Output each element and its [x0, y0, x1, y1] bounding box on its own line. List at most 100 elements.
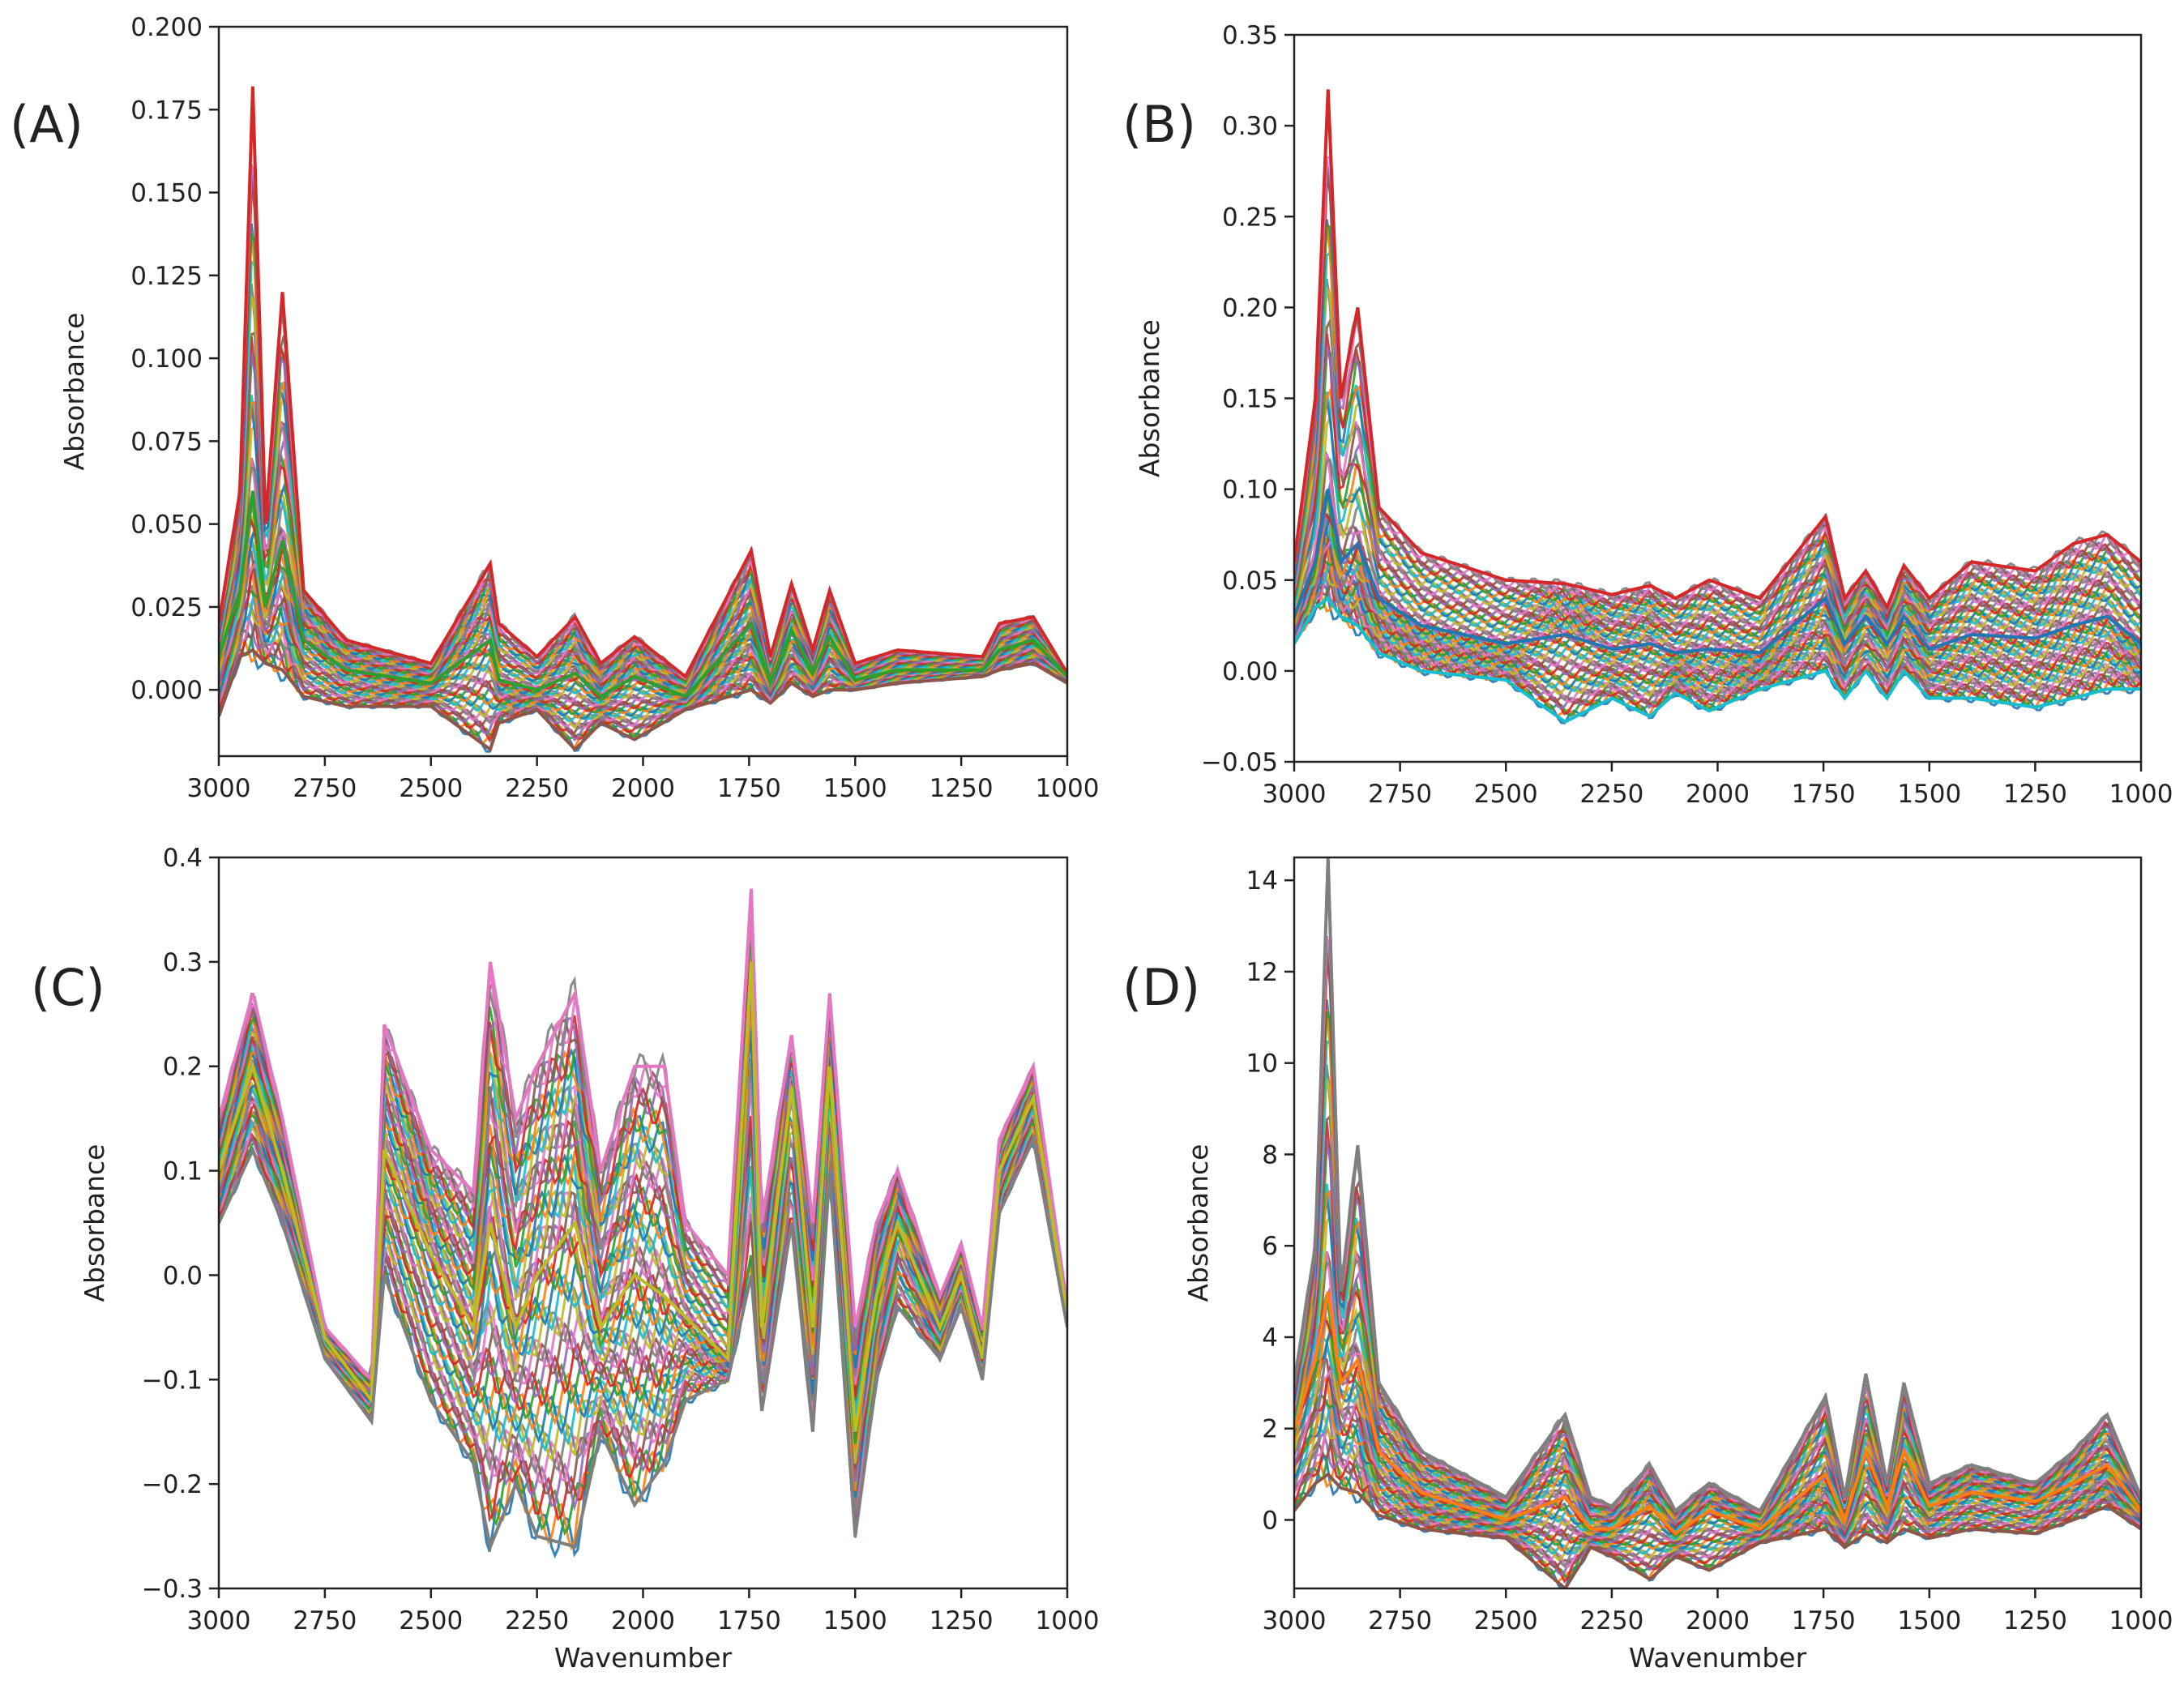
x-tick-label: 2000 — [1686, 780, 1750, 809]
spectrum-line — [1294, 391, 2141, 645]
x-tick-label: 1500 — [823, 774, 887, 803]
x-tick-label: 1500 — [1897, 780, 1961, 809]
panel-letter: (B) — [1122, 95, 1196, 154]
spectrum-line — [1294, 1426, 2141, 1584]
y-tick-label: 0.3 — [163, 948, 203, 977]
spectrum-line — [1294, 283, 2141, 626]
series-group — [219, 86, 1067, 753]
spectrum-line — [1294, 225, 2141, 618]
x-tick-label: 2000 — [1686, 1606, 1750, 1635]
spectrum-line — [1294, 113, 2141, 615]
spectrum-line — [1294, 887, 2141, 1513]
x-tick-label: 2750 — [293, 1606, 357, 1635]
x-tick-label: 1750 — [717, 1606, 781, 1635]
spectrum-line — [1294, 156, 2141, 613]
x-tick-label: 1000 — [2109, 780, 2173, 809]
x-tick-label: 3000 — [1263, 1606, 1327, 1635]
y-tick-label: 0.25 — [1222, 203, 1278, 232]
y-tick-label: 6 — [1262, 1232, 1278, 1261]
panel-letter: (A) — [10, 95, 83, 154]
x-tick-label: 2000 — [611, 1606, 675, 1635]
y-tick-label: 4 — [1262, 1323, 1278, 1353]
x-tick-label: 2750 — [1368, 780, 1432, 809]
y-tick-label: 0.2 — [163, 1053, 203, 1082]
chart-panel-3: 3000 2750 2500 2250 2000 1750 1500 1250 1000 0 2 4 6… — [1122, 856, 2173, 1674]
x-tick-label: 2500 — [399, 774, 463, 803]
y-tick-label: 0.200 — [130, 13, 203, 42]
series-line-mean — [1294, 1291, 2141, 1536]
y-tick-label: −0.05 — [1201, 748, 1278, 777]
x-tick-label: 2250 — [1579, 780, 1643, 809]
y-tick-label: 0.150 — [130, 179, 203, 208]
y-tick-label: −0.1 — [142, 1366, 203, 1395]
spectrum-line — [1294, 558, 2141, 685]
spectrum-line — [219, 1058, 1067, 1462]
x-tick-label: 1500 — [823, 1606, 887, 1635]
y-axis-label: Absorbance — [1134, 319, 1165, 477]
series-line-mean — [219, 961, 1067, 1433]
x-tick-label: 2500 — [399, 1606, 463, 1635]
y-tick-label: 0.050 — [130, 511, 203, 540]
y-axis-label: Absorbance — [1182, 1144, 1214, 1302]
y-tick-label: 0.4 — [163, 844, 203, 873]
spectrum-line — [1294, 181, 2141, 621]
y-tick-label: 0.175 — [130, 96, 203, 125]
y-tick-label: 0.1 — [163, 1157, 203, 1186]
x-tick-label: 2250 — [505, 1606, 569, 1635]
y-tick-label: 8 — [1262, 1140, 1278, 1169]
y-tick-label: 0.00 — [1222, 657, 1278, 686]
spectrum-line — [1294, 506, 2141, 673]
spectrum-line — [1294, 537, 2141, 690]
y-tick-label: 0.000 — [130, 676, 203, 705]
spectrum-line — [219, 999, 1067, 1449]
x-tick-label: 2250 — [505, 774, 569, 803]
spectrum-line — [1294, 1345, 2141, 1546]
series-group — [1294, 89, 2141, 725]
x-tick-label: 3000 — [187, 774, 251, 803]
y-tick-label: 0.15 — [1222, 385, 1278, 414]
series-line-max — [1294, 89, 2141, 611]
series-line-min — [219, 648, 1067, 753]
x-tick-label: 1750 — [1792, 1606, 1856, 1635]
y-tick-label: 10 — [1246, 1050, 1278, 1079]
y-tick-label: −0.2 — [142, 1470, 203, 1499]
y-tick-label: 0.30 — [1222, 112, 1278, 141]
x-tick-label: 3000 — [187, 1606, 251, 1635]
y-tick-label: 14 — [1246, 866, 1278, 896]
series-group — [219, 888, 1067, 1559]
series-line-max — [219, 888, 1067, 1384]
y-tick-label: 0.10 — [1222, 476, 1278, 505]
x-tick-label: 2750 — [1368, 1606, 1432, 1635]
spectrum-line — [1294, 1329, 2141, 1537]
y-tick-label: 0 — [1262, 1506, 1278, 1535]
y-tick-label: 0.20 — [1222, 293, 1278, 323]
x-tick-label: 2250 — [1579, 1606, 1643, 1635]
x-tick-label: 3000 — [1263, 780, 1327, 809]
spectrum-line — [1294, 219, 2141, 624]
y-tick-label: 0.100 — [130, 344, 203, 374]
spectrum-line — [219, 189, 1067, 682]
panel-letter: (C) — [31, 958, 105, 1017]
x-tick-label: 1000 — [1036, 1606, 1100, 1635]
series-line-max — [1294, 857, 2141, 1514]
y-axis-label: Absorbance — [58, 312, 90, 470]
spectrum-line — [1294, 387, 2141, 640]
y-tick-label: 0.35 — [1222, 21, 1278, 50]
x-tick-label: 2750 — [293, 774, 357, 803]
panel-letter: (D) — [1122, 958, 1200, 1017]
x-axis-label: Wavenumber — [554, 1642, 733, 1674]
series-line-max — [219, 86, 1067, 679]
series-line-mean — [1294, 489, 2141, 655]
y-tick-label: 0.05 — [1222, 566, 1278, 596]
y-tick-label: 12 — [1246, 958, 1278, 987]
x-tick-label: 1250 — [2003, 780, 2067, 809]
y-tick-label: 0.0 — [163, 1261, 203, 1290]
spectrum-line — [219, 1125, 1067, 1511]
x-tick-label: 1000 — [2109, 1606, 2173, 1635]
y-tick-label: 0.075 — [130, 427, 203, 456]
chart-panel-0: 3000 2750 2500 2250 2000 1750 1500 1250 1000 0.00… — [10, 13, 1099, 803]
x-tick-label: 1250 — [930, 774, 994, 803]
x-tick-label: 2000 — [611, 774, 675, 803]
series-line-min — [1294, 596, 2141, 725]
